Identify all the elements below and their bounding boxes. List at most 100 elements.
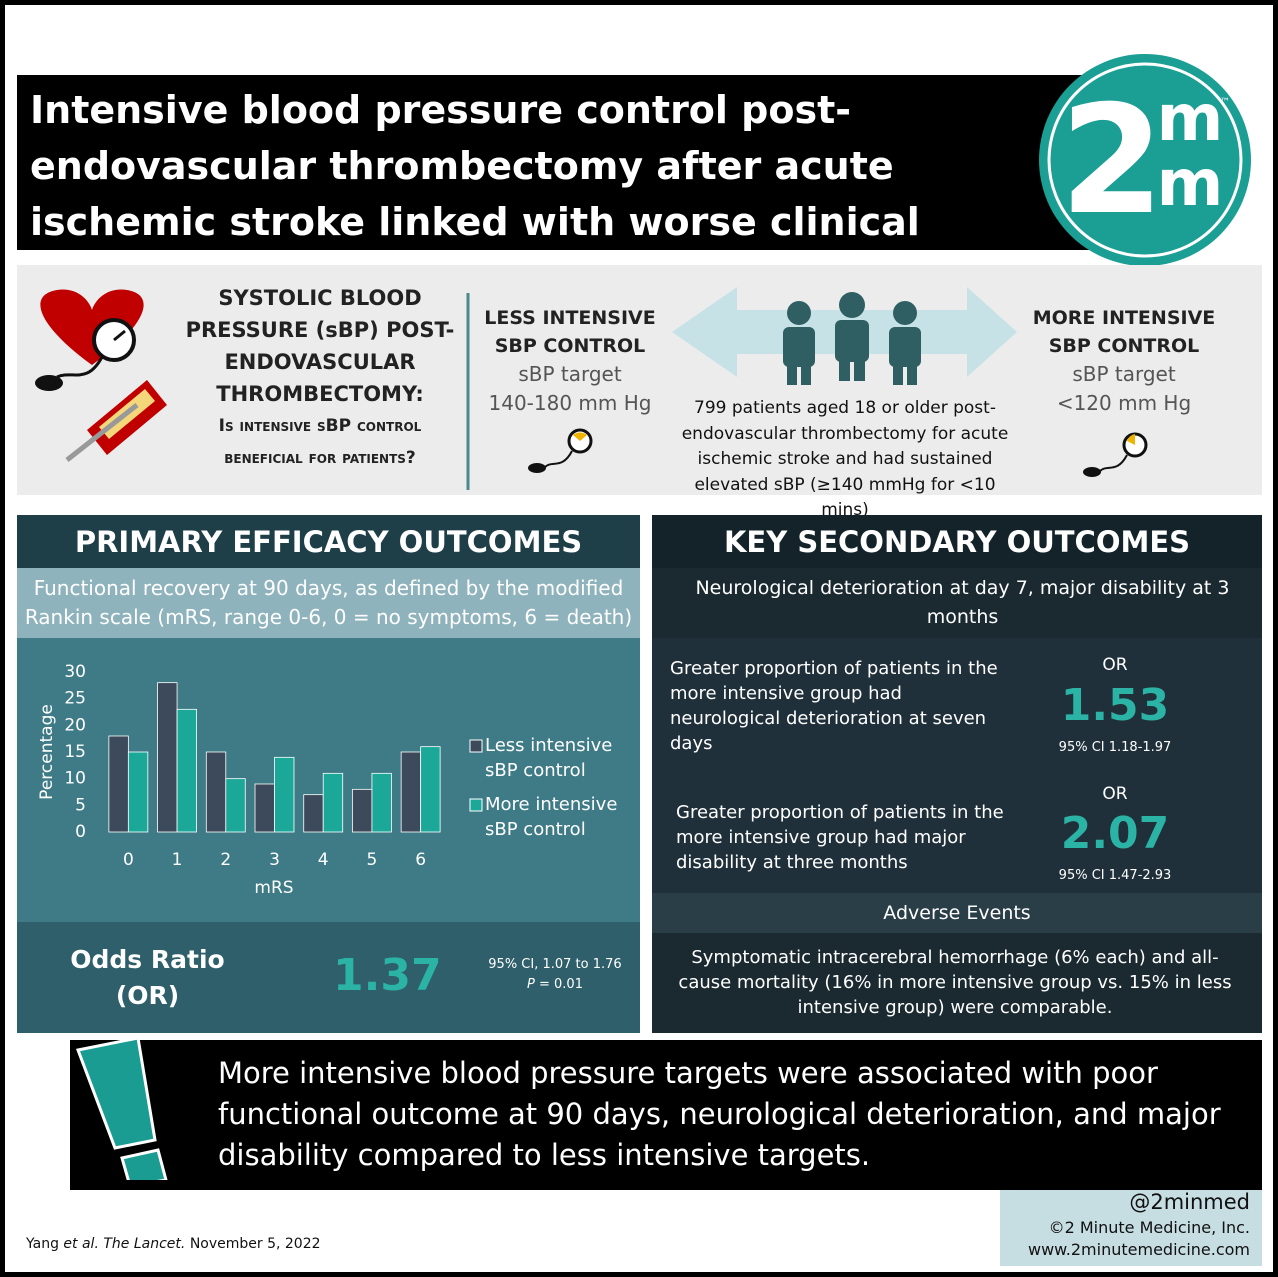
- y-tick-label: 0: [75, 822, 86, 842]
- bar: [254, 783, 275, 833]
- bar: [420, 746, 441, 833]
- bar: [108, 735, 129, 833]
- y-tick-label: 15: [64, 742, 86, 762]
- gauge-bulb: [35, 375, 63, 391]
- logo-inner-ring: [1047, 62, 1243, 258]
- secondary-subtitle: Neurological deterioration at day 7, maj…: [695, 577, 1230, 628]
- secondary-item-text: Greater proportion of patients in the mo…: [670, 658, 998, 754]
- secondary-item-text: Greater proportion of patients in the mo…: [676, 802, 1004, 873]
- gauge-bulb: [1083, 467, 1101, 477]
- bar: [322, 772, 344, 833]
- bar: [352, 788, 373, 833]
- y-axis-label: Percentage: [37, 704, 57, 800]
- chart: Percentage mRS 0 5 10 15 20 25 30 0 1 2 3 4 5 6: [37, 662, 483, 898]
- gauge-tube: [544, 450, 573, 468]
- catheter: [65, 403, 139, 462]
- bar: [157, 682, 178, 833]
- or-ci: 95% CI 1.47-2.93: [1058, 868, 1172, 883]
- odds-ratio-label: Odds Ratio (OR): [70, 945, 225, 1010]
- arm-heading: MORE INTENSIVE SBP CONTROL: [1032, 307, 1216, 357]
- p-number: = 0.01: [539, 977, 583, 992]
- citation: Yang et al. The Lancet. November 5, 2022: [26, 1236, 321, 1252]
- x-tick-label: 6: [415, 850, 426, 870]
- arm-target: 140-180 mm Hg: [488, 391, 652, 415]
- citation-date: November 5, 2022: [189, 1236, 321, 1252]
- odds-ratio-value: 1.37: [333, 950, 442, 1001]
- gauge-bulb: [528, 463, 546, 473]
- people-icon: [783, 292, 921, 385]
- logo-numeral: 2: [1060, 74, 1164, 248]
- bar: [274, 756, 295, 833]
- conclusion: More intensive blood pressure targets we…: [218, 1056, 1221, 1172]
- gauge-dial: [573, 432, 587, 441]
- x-tick-label: 0: [123, 850, 134, 870]
- bar: [225, 778, 246, 833]
- arm-target-label: sBP target: [518, 362, 622, 386]
- or-value: 2.07: [1060, 808, 1170, 859]
- question: Is intensive sBP control beneficial for …: [218, 416, 422, 468]
- question-heading: SYSTOLIC BLOOD PRESSURE (sBP) POST-ENDOV…: [185, 286, 455, 406]
- legend-swatch: [469, 739, 483, 753]
- p-symbol: P: [527, 977, 535, 992]
- citation-author: Yang: [26, 1236, 59, 1252]
- credit-website: www.2minutemedicine.com: [1028, 1240, 1250, 1259]
- y-tick-label: 30: [64, 662, 86, 682]
- arm-target: <120 mm Hg: [1056, 391, 1192, 415]
- primary-title: PRIMARY EFFICACY OUTCOMES: [17, 515, 640, 568]
- chart-area: Percentage mRS 0 5 10 15 20 25 30 0 1 2 3 4 5 6 Less …: [17, 638, 640, 922]
- odds-ratio-band: [17, 922, 640, 1033]
- logo-m: m: [1157, 82, 1224, 156]
- odds-ratio-ci: 95% CI, 1.07 to 1.76: [488, 957, 622, 972]
- gauge-tube: [1099, 454, 1128, 472]
- credit-handle: @2minmed: [1129, 1190, 1250, 1214]
- bar: [176, 708, 197, 833]
- legend-label: Less intensive sBP control: [485, 735, 613, 781]
- population: 799 patients aged 18 or older post-endov…: [681, 398, 1009, 520]
- credit-box: [1000, 1190, 1262, 1266]
- x-tick-label: 4: [318, 850, 329, 870]
- title-band: [17, 75, 1097, 250]
- adverse-title: Adverse Events: [652, 893, 1262, 933]
- logo-ring: [1039, 54, 1251, 266]
- logo: 2 m m ™: [1039, 54, 1251, 266]
- legend-swatch: [469, 798, 483, 812]
- secondary-title: KEY SECONDARY OUTCOMES: [652, 515, 1262, 568]
- x-tick-label: 2: [220, 850, 231, 870]
- citation-et-al: et al.: [63, 1236, 99, 1252]
- study-icons: [35, 287, 1148, 490]
- bar: [371, 772, 392, 833]
- or-label: OR: [1102, 784, 1128, 804]
- exclamation-bar: [75, 1036, 157, 1150]
- x-axis-label: mRS: [254, 878, 293, 898]
- logo-trademark: ™: [1220, 97, 1230, 108]
- exclamation-icon: [75, 1036, 168, 1180]
- y-tick-label: 5: [75, 795, 86, 815]
- or-label: OR: [1102, 655, 1128, 675]
- arm-heading: LESS INTENSIVE SBP CONTROL: [484, 307, 656, 357]
- gauge-tube: [56, 356, 104, 379]
- x-tick-label: 3: [269, 850, 280, 870]
- gauge-needle: [113, 329, 126, 342]
- secondary-results: [652, 638, 1262, 893]
- primary-subtitle: Functional recovery at 90 days, as defin…: [17, 568, 640, 638]
- study-panel: [17, 265, 1262, 495]
- y-tick-label: 20: [64, 715, 86, 735]
- bar: [127, 751, 149, 833]
- arm-target-label: sBP target: [1072, 362, 1176, 386]
- exclamation-dot: [120, 1148, 168, 1180]
- or-value: 1.53: [1060, 680, 1170, 731]
- adverse-text: Symptomatic intracerebral hemorrhage (6%…: [678, 947, 1232, 1018]
- conclusion-box: [70, 1040, 1262, 1190]
- y-tick-label: 10: [64, 769, 86, 789]
- bar: [303, 794, 324, 833]
- legend-label: More intensive sBP control: [485, 794, 618, 840]
- bar: [205, 751, 227, 833]
- logo-m: m: [1157, 147, 1224, 221]
- credit-copyright: ©2 Minute Medicine, Inc.: [1048, 1218, 1250, 1237]
- gauge-dial: [1127, 434, 1135, 445]
- p-value: P = 0.01: [480, 977, 630, 992]
- bar: [400, 751, 422, 833]
- heart-icon: [40, 289, 144, 365]
